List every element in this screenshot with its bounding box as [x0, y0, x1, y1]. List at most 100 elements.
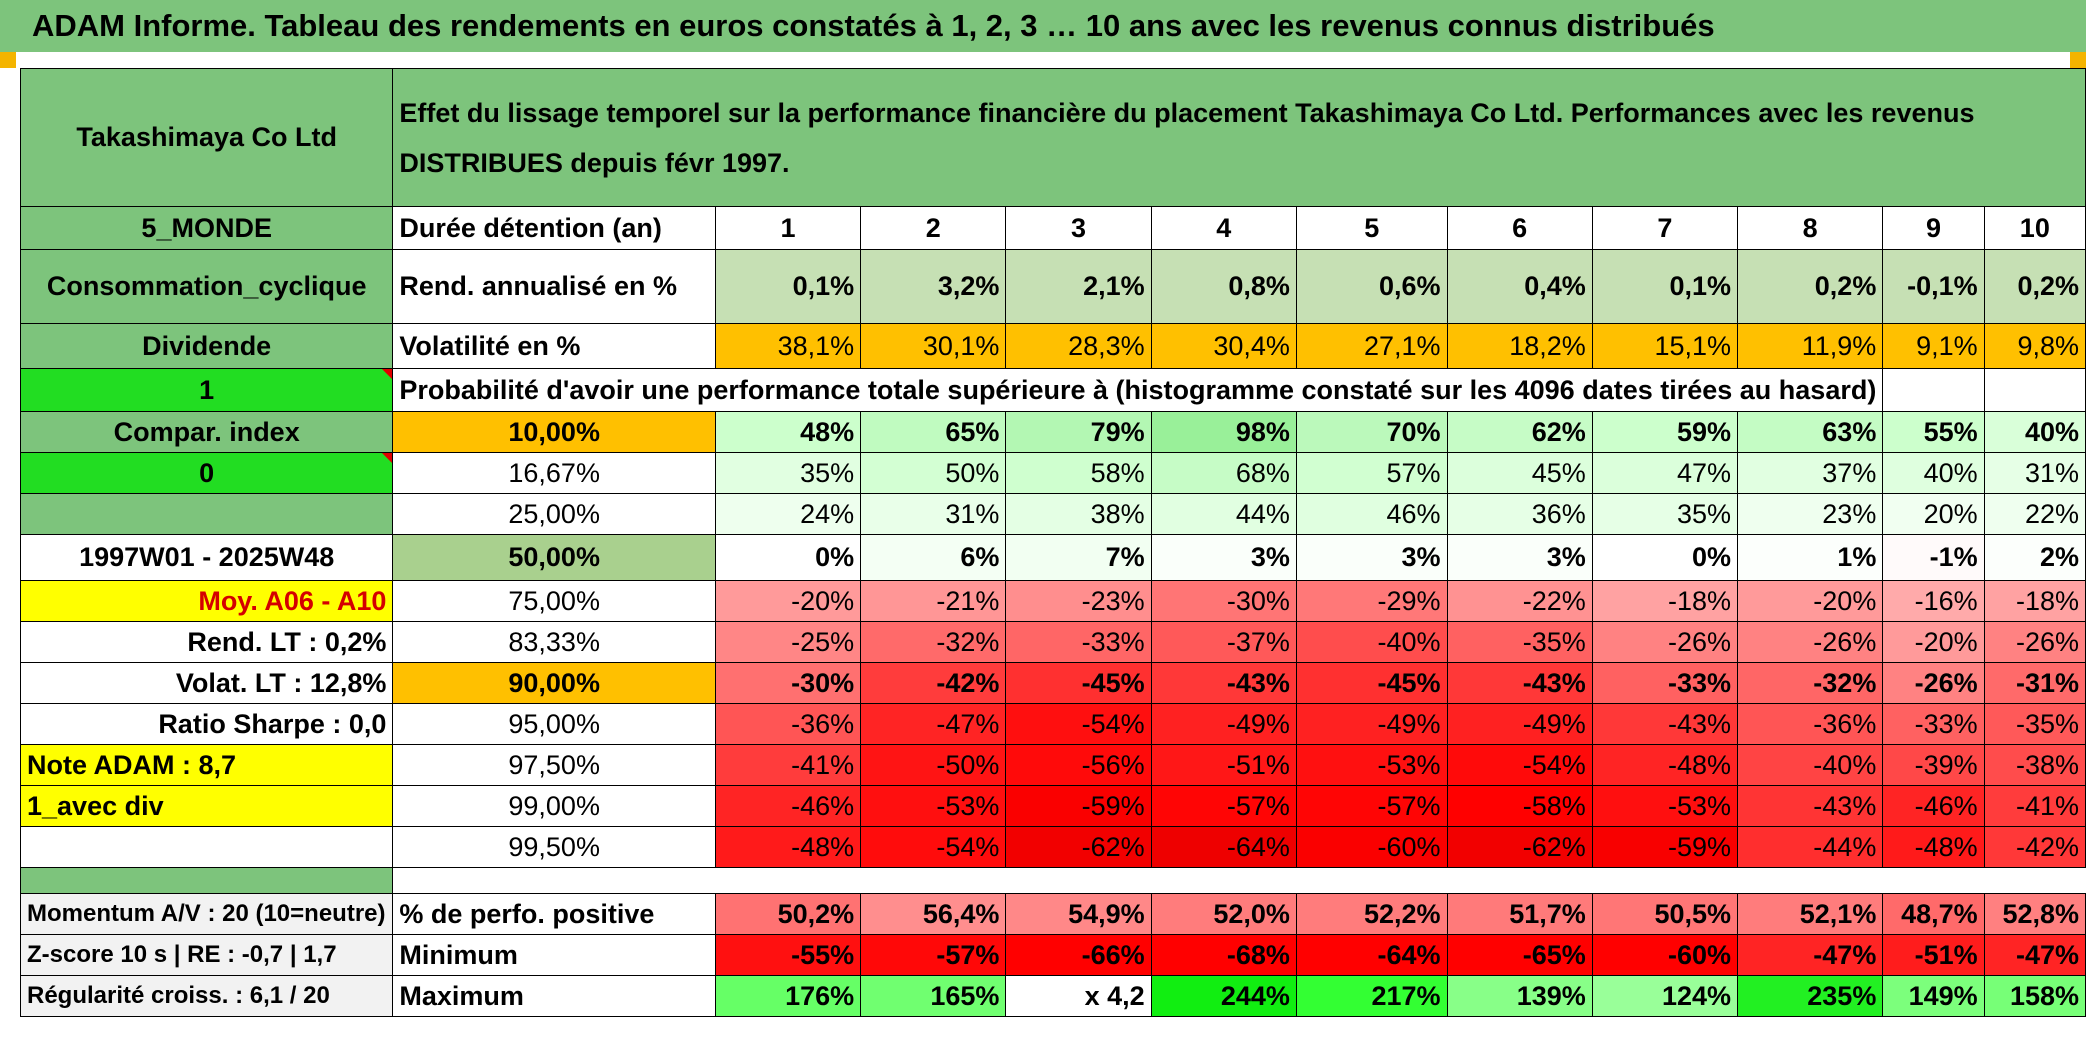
quantile-value: -49% — [1150, 703, 1297, 745]
quantile-label: 90,00% — [392, 662, 716, 704]
adam-score: Note ADAM : 8,7 — [19, 744, 394, 786]
quantile-value: 20% — [1882, 493, 1985, 535]
quantile-value: 2% — [1983, 534, 2086, 581]
quantile-value: -23% — [1005, 580, 1152, 622]
stats-value: 158% — [1983, 975, 2086, 1017]
zone-label: 5_MONDE — [19, 206, 394, 250]
annualized-return-value: 0,2% — [1983, 249, 2086, 324]
empty-cell — [1983, 368, 2086, 412]
year-header: 8 — [1737, 206, 1884, 250]
quantile-value: -62% — [1005, 826, 1152, 868]
corner-marker-right — [2070, 52, 2086, 68]
quantile-value: -20% — [1737, 580, 1884, 622]
quantile-row: 99,50% -48% -54% -62% -64% -60% -62% -59% -44% -4… — [19, 826, 2086, 868]
volatility-value: 27,1% — [1295, 323, 1448, 369]
quantile-row: 1_avec div 99,00% -46% -53% -59% -57% -57% -58%… — [19, 785, 2086, 827]
quantile-value: 63% — [1737, 411, 1884, 453]
moyenne-label: Moy. A06 - A10 — [19, 580, 394, 622]
quantile-value: -41% — [714, 744, 862, 786]
quantile-value: -38% — [1983, 744, 2086, 786]
blank-green-cell — [19, 493, 394, 535]
quantile-value: -50% — [860, 744, 1007, 786]
quantile-value: 36% — [1446, 493, 1593, 535]
quantile-value: 45% — [1446, 452, 1593, 494]
quantile-value: -48% — [1882, 826, 1985, 868]
quantile-value: -48% — [714, 826, 862, 868]
quantile-value: -36% — [714, 703, 862, 745]
quantile-value: -18% — [1591, 580, 1739, 622]
dividend-mode: 1_avec div — [19, 785, 394, 827]
quantile-value: 0% — [714, 534, 862, 581]
quantile-value: -56% — [1005, 744, 1152, 786]
quantile-value: -57% — [1150, 785, 1297, 827]
quantile-value: -54% — [1446, 744, 1593, 786]
stats-row: Momentum A/V : 20 (10=neutre)% de perfo.… — [19, 893, 2086, 935]
quantile-value: -51% — [1150, 744, 1297, 786]
quantile-value: 62% — [1446, 411, 1593, 453]
quantile-value: 40% — [1983, 411, 2086, 453]
flag-one-cell[interactable]: 1 — [19, 368, 394, 412]
report-title: ADAM Informe. Tableau des rendements en … — [0, 0, 2086, 52]
empty-cell — [1882, 368, 1985, 412]
annualized-return-value: 0,8% — [1150, 249, 1297, 324]
table-description: Effet du lissage temporel sur la perform… — [392, 68, 2086, 207]
quantile-value: -20% — [1882, 621, 1985, 663]
quantile-value: 22% — [1983, 493, 2086, 535]
stats-row: Z-score 10 s | RE : -0,7 | 1,7 Minimum -55… — [19, 934, 2086, 976]
quantile-value: -49% — [1295, 703, 1448, 745]
quantile-row: Moy. A06 - A10 75,00% -20% -21% -23% -30% -29%… — [19, 580, 2086, 622]
quantile-row: 0 16,67% 35% 50% 58% 68% 57% 45% 47% 37% 40% 31% — [19, 452, 2086, 494]
quantile-value: -53% — [1295, 744, 1448, 786]
volatility-value: 38,1% — [714, 323, 862, 369]
quantile-value: 58% — [1005, 452, 1152, 494]
quantile-value: -33% — [1005, 621, 1152, 663]
stats-value: -60% — [1591, 934, 1739, 976]
annualized-return-value: 0,1% — [1591, 249, 1739, 324]
quantile-value: -25% — [714, 621, 862, 663]
stats-value: 52,2% — [1295, 893, 1448, 935]
stats-value: 50,5% — [1591, 893, 1739, 935]
quantile-value: 7% — [1005, 534, 1152, 581]
quantile-value: -30% — [1150, 580, 1297, 622]
stats-label: Maximum — [392, 975, 716, 1017]
quantile-value: 38% — [1005, 493, 1152, 535]
volatility-value: 9,1% — [1882, 323, 1985, 369]
quantile-value: -49% — [1446, 703, 1593, 745]
quantile-value: -59% — [1005, 785, 1152, 827]
stats-value: 50,2% — [714, 893, 862, 935]
stats-value: 165% — [860, 975, 1007, 1017]
stats-value: -47% — [1737, 934, 1884, 976]
quantile-value: -35% — [1446, 621, 1593, 663]
annualized-return-value: -0,1% — [1882, 249, 1985, 324]
quantile-value: 1% — [1737, 534, 1884, 581]
quantile-label: 10,00% — [392, 411, 716, 453]
company-name: Takashimaya Co Ltd — [19, 68, 394, 207]
quantile-value: 48% — [714, 411, 862, 453]
quantile-value: -59% — [1591, 826, 1739, 868]
year-header: 5 — [1295, 206, 1448, 250]
flag-zero-cell[interactable]: 0 — [19, 452, 394, 494]
annualized-return-value: 0,6% — [1295, 249, 1448, 324]
volatility-value: 15,1% — [1591, 323, 1739, 369]
quantile-label: 99,00% — [392, 785, 716, 827]
quantile-value: 70% — [1295, 411, 1448, 453]
stats-row: Régularité croiss. : 6,1 / 20 Maximum 176%… — [19, 975, 2086, 1017]
quantile-row: Volat. LT : 12,8% 90,00% -30% -42% -45% -43% -… — [19, 662, 2086, 704]
annualized-return-value: 0,2% — [1737, 249, 1884, 324]
probability-caption: Probabilité d'avoir une performance tota… — [392, 368, 1883, 412]
quantile-value: -1% — [1882, 534, 1985, 581]
quantile-value: 68% — [1150, 452, 1297, 494]
spacer-row — [19, 867, 2086, 894]
quantile-value: -26% — [1882, 662, 1985, 704]
quantile-value: 35% — [1591, 493, 1739, 535]
quantile-value: -43% — [1446, 662, 1593, 704]
holding-duration-label: Durée détention (an) — [392, 206, 716, 250]
stats-label: Minimum — [392, 934, 716, 976]
quantile-value: 6% — [860, 534, 1007, 581]
quantile-row: 1997W01 - 2025W48 50,00% 0% 6% 7% 3% 3% 3% 0% 1% -… — [19, 534, 2086, 581]
stats-value: 56,4% — [860, 893, 1007, 935]
sharpe-ratio: Ratio Sharpe : 0,0 — [19, 703, 394, 745]
quantile-value: -36% — [1737, 703, 1884, 745]
quantile-value: -47% — [860, 703, 1007, 745]
long-term-return: Rend. LT : 0,2% — [19, 621, 394, 663]
